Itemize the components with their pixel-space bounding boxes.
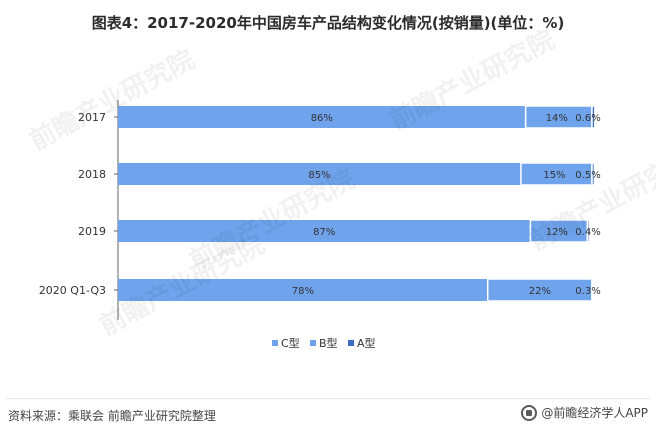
bar-segment-A型 xyxy=(586,219,590,243)
data-label: 87% xyxy=(313,227,335,238)
bar-segment-C型 xyxy=(118,220,531,242)
data-label: 0.3% xyxy=(575,286,600,297)
legend-swatch xyxy=(348,340,354,346)
data-label: 14% xyxy=(546,113,568,124)
bar-segment-C型 xyxy=(118,163,521,185)
data-label: 22% xyxy=(529,286,551,297)
data-label: 0.6% xyxy=(575,113,600,124)
footer-divider xyxy=(6,398,650,399)
data-label: 0.5% xyxy=(575,170,600,181)
data-label: 86% xyxy=(311,113,333,124)
source-note: 资料来源：乘联会 前瞻产业研究院整理 xyxy=(8,409,216,423)
chart-title: 图表4：2017-2020年中国房车产品结构变化情况(按销量)(单位：%) xyxy=(91,14,565,32)
brand-logo-icon xyxy=(521,404,538,421)
legend-label: A型 xyxy=(357,336,376,350)
category-label: 2018 xyxy=(78,168,106,181)
data-label: 85% xyxy=(308,170,330,181)
category-label: 2017 xyxy=(78,111,106,124)
legend-swatch xyxy=(272,340,278,346)
legend-label: B型 xyxy=(319,336,338,350)
brand-credit: @前瞻经济学人APP xyxy=(521,404,648,421)
legend-swatch xyxy=(310,340,316,346)
brand-text: @前瞻经济学人APP xyxy=(541,406,648,420)
bar-segment-A型 xyxy=(591,105,596,129)
category-label: 2019 xyxy=(78,225,106,238)
data-label: 15% xyxy=(543,170,565,181)
bar-segment-C型 xyxy=(118,106,526,128)
bar-segment-A型 xyxy=(591,162,596,186)
data-label: 0.4% xyxy=(575,227,600,238)
bar-segment-C型 xyxy=(118,279,488,301)
data-label: 78% xyxy=(292,286,314,297)
bar-segment-A型 xyxy=(591,278,595,302)
category-label: 2020 Q1-Q3 xyxy=(39,284,106,297)
data-label: 12% xyxy=(546,227,568,238)
legend-label: C型 xyxy=(281,336,300,350)
